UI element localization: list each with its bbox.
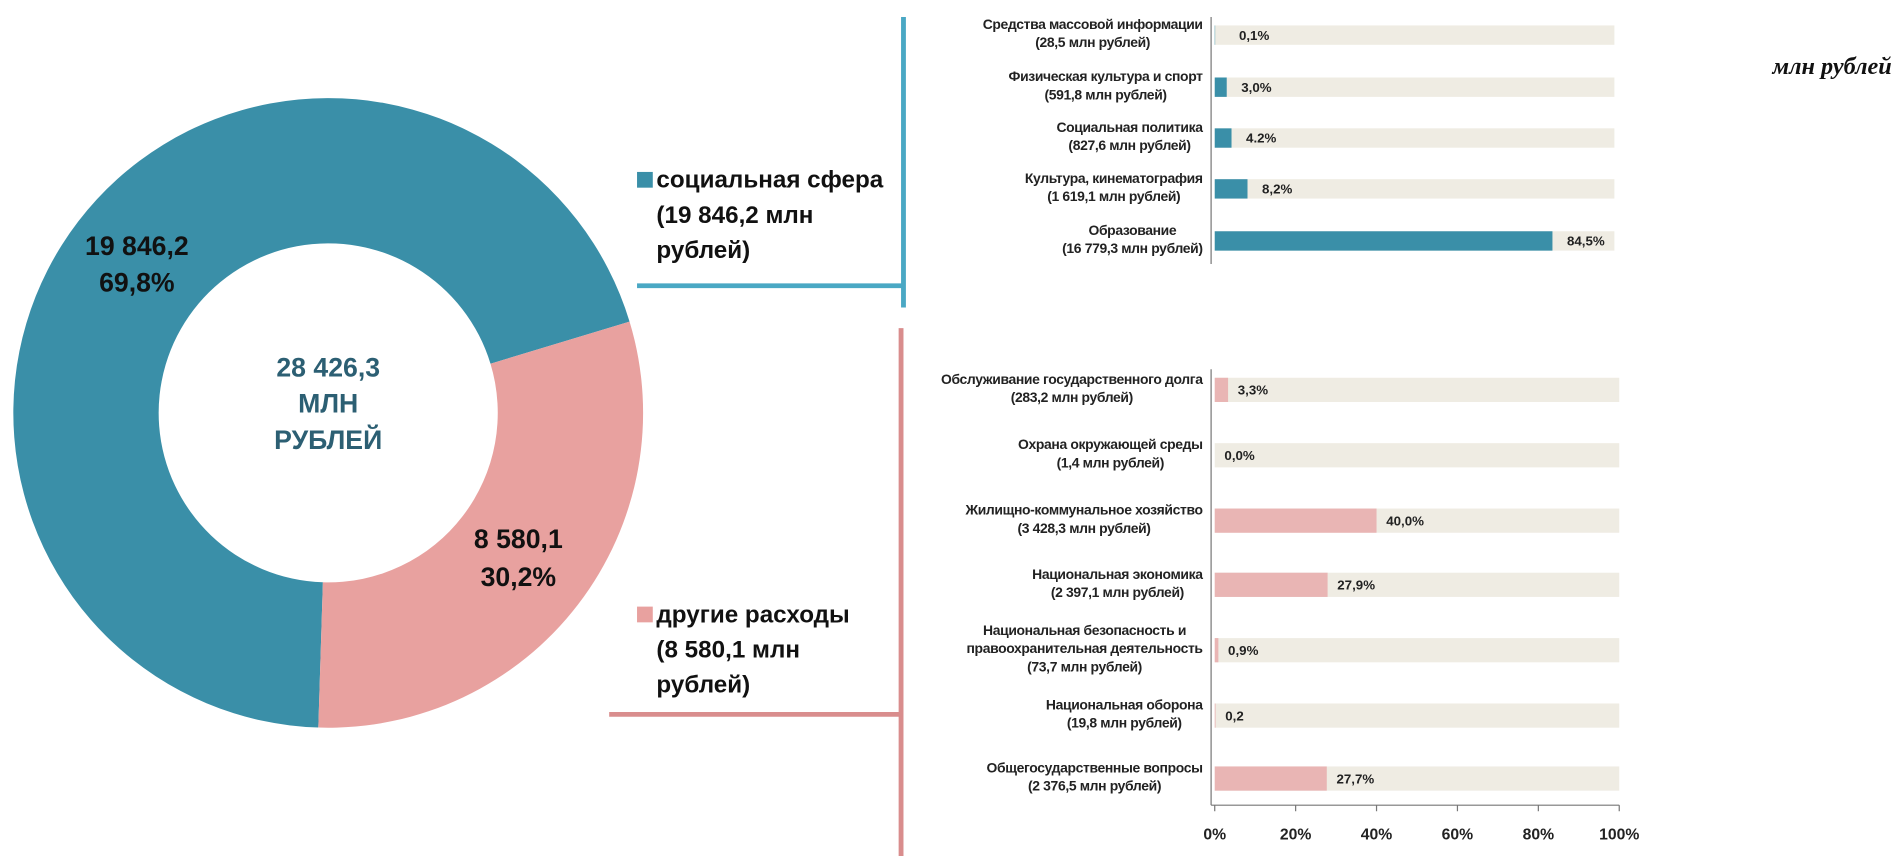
bar-track: [1214, 179, 1615, 199]
bar-value-label: 0,9%: [1228, 643, 1259, 658]
bar-value-label: 4.2%: [1246, 131, 1277, 146]
slice-share-label: 30,2%: [481, 562, 557, 592]
category-detail: (2 376,5 млн рублей): [1028, 779, 1162, 795]
bar-value-label: 8,2%: [1262, 182, 1293, 197]
bar-value-label: 40,0%: [1386, 513, 1424, 528]
x-tick-label: 100%: [1599, 827, 1639, 844]
bar-value-label: 27,7%: [1336, 771, 1374, 786]
center-label: РУБЛЕЙ: [274, 425, 382, 455]
bar: [1214, 128, 1232, 148]
category-detail: (28,5 млн рублей): [1035, 36, 1151, 51]
category-label: Охрана окружающей среды (1,4 млн рублей): [1018, 437, 1203, 473]
legend-detail: (19 846,2 млн рублей): [656, 202, 814, 264]
bar: [1214, 703, 1216, 728]
category-label: Культура, кинематография (1 619,1 млн руб…: [1025, 171, 1203, 207]
slice-value-label: 8 580,1: [474, 524, 563, 554]
donut-slice: [318, 321, 644, 728]
legend-swatch: [637, 606, 653, 623]
category-label: Общегосударственные вопросы (2 376,5 млн …: [987, 760, 1203, 796]
bar-track: [1214, 25, 1615, 45]
category-label: Национальная безопасность и правоохранит…: [966, 623, 1202, 677]
category-name: Обслуживание государственного долга: [941, 372, 1203, 388]
bar-value-label: 27,9%: [1337, 578, 1375, 593]
bar-track: [1214, 443, 1620, 468]
category-label: Национальная оборона (19,8 млн рублей): [1046, 697, 1203, 733]
bar-value-label: 0,0%: [1224, 448, 1255, 463]
legend-swatch: [637, 171, 653, 188]
category-label: Средства массовой информации (28,5 млн ру…: [983, 17, 1203, 53]
category-detail: (2 397,1 млн рублей): [1050, 586, 1184, 601]
category-label: Социальная политика (827,6 млн рублей): [1056, 120, 1203, 156]
category-name: Физическая культура и спорт: [1008, 70, 1203, 85]
bar: [1214, 572, 1328, 597]
legend-label: социальная сфера: [656, 167, 884, 194]
x-tick-label: 0%: [1203, 827, 1226, 844]
category-label: Национальная экономика (2 397,1 млн рубле…: [1032, 567, 1203, 603]
category-label: Обслуживание государственного долга (283,…: [941, 372, 1203, 408]
bar-track: [1214, 377, 1620, 402]
center-label: МЛН: [298, 389, 358, 419]
bar-value-label: 3,3%: [1238, 383, 1269, 398]
category-detail: (19,8 млн рублей): [1066, 716, 1182, 732]
category-label: Образование (16 779,3 млн рублей): [1062, 223, 1203, 259]
category-detail: (3 428,3 млн рублей): [1017, 521, 1151, 537]
category-name: Охрана окружающей среды: [1018, 438, 1203, 453]
slice-value-label: 19 846,2: [85, 231, 189, 261]
category-detail: (283,2 млн рублей): [1010, 391, 1134, 406]
bar: [1214, 508, 1377, 533]
category-name: Средства массовой информации: [982, 18, 1203, 33]
category-name: Национальная экономика: [1032, 567, 1203, 583]
category-label: Жилищно-коммунальное хозяйство (3 428,3 м…: [965, 502, 1203, 538]
category-detail: (591,8 млн рублей): [1044, 88, 1167, 103]
category-name: Социальная политика: [1056, 121, 1203, 136]
unit-note: млн рублей: [1772, 53, 1892, 80]
category-detail: (73,7 млн рублей): [1027, 660, 1142, 676]
bar: [1214, 77, 1227, 97]
legend-detail: (8 580,1 млн рублей): [656, 636, 800, 699]
x-tick-label: 60%: [1442, 827, 1474, 844]
bar-track: [1214, 77, 1615, 97]
category-name: Жилищно-коммунальное хозяйство: [965, 503, 1203, 519]
bar-value-label: 3,0%: [1241, 80, 1272, 95]
category-detail: (827,6 млн рублей): [1068, 139, 1191, 154]
slice-share-label: 69,8%: [99, 268, 175, 298]
legend-label: другие расходы: [656, 601, 850, 629]
donut-slice: [13, 98, 630, 728]
x-tick-label: 20%: [1280, 827, 1312, 844]
category-name: Общегосударственные вопросы: [986, 761, 1203, 777]
category-detail: (1 619,1 млн рублей): [1047, 190, 1181, 205]
bar-value-label: 0,1%: [1239, 28, 1270, 43]
x-tick-label: 40%: [1361, 827, 1393, 844]
bar: [1214, 638, 1219, 663]
bar: [1214, 377, 1229, 402]
bar: [1214, 231, 1553, 251]
x-tick-label: 80%: [1523, 827, 1555, 844]
bar-track: [1214, 128, 1615, 148]
category-name: Образование: [1088, 223, 1177, 239]
bar-value-label: 84,5%: [1567, 234, 1605, 249]
center-label: 28 426,3: [276, 352, 380, 382]
category-name: Национальная оборона: [1045, 698, 1203, 714]
bar-track: [1214, 703, 1620, 728]
category-detail: (1,4 млн рублей): [1056, 456, 1165, 472]
bar-track: [1214, 638, 1620, 663]
bar: [1214, 179, 1248, 199]
category-name: Национальная безопасность и правоохранит…: [966, 624, 1203, 657]
category-label: Физическая культура и спорт (591,8 млн ру…: [1009, 69, 1203, 105]
bar: [1214, 766, 1327, 791]
category-name: Культура, кинематография: [1024, 171, 1203, 187]
category-detail: (16 779,3 млн рублей): [1062, 242, 1203, 257]
bar-value-label: 0,2: [1225, 708, 1244, 723]
